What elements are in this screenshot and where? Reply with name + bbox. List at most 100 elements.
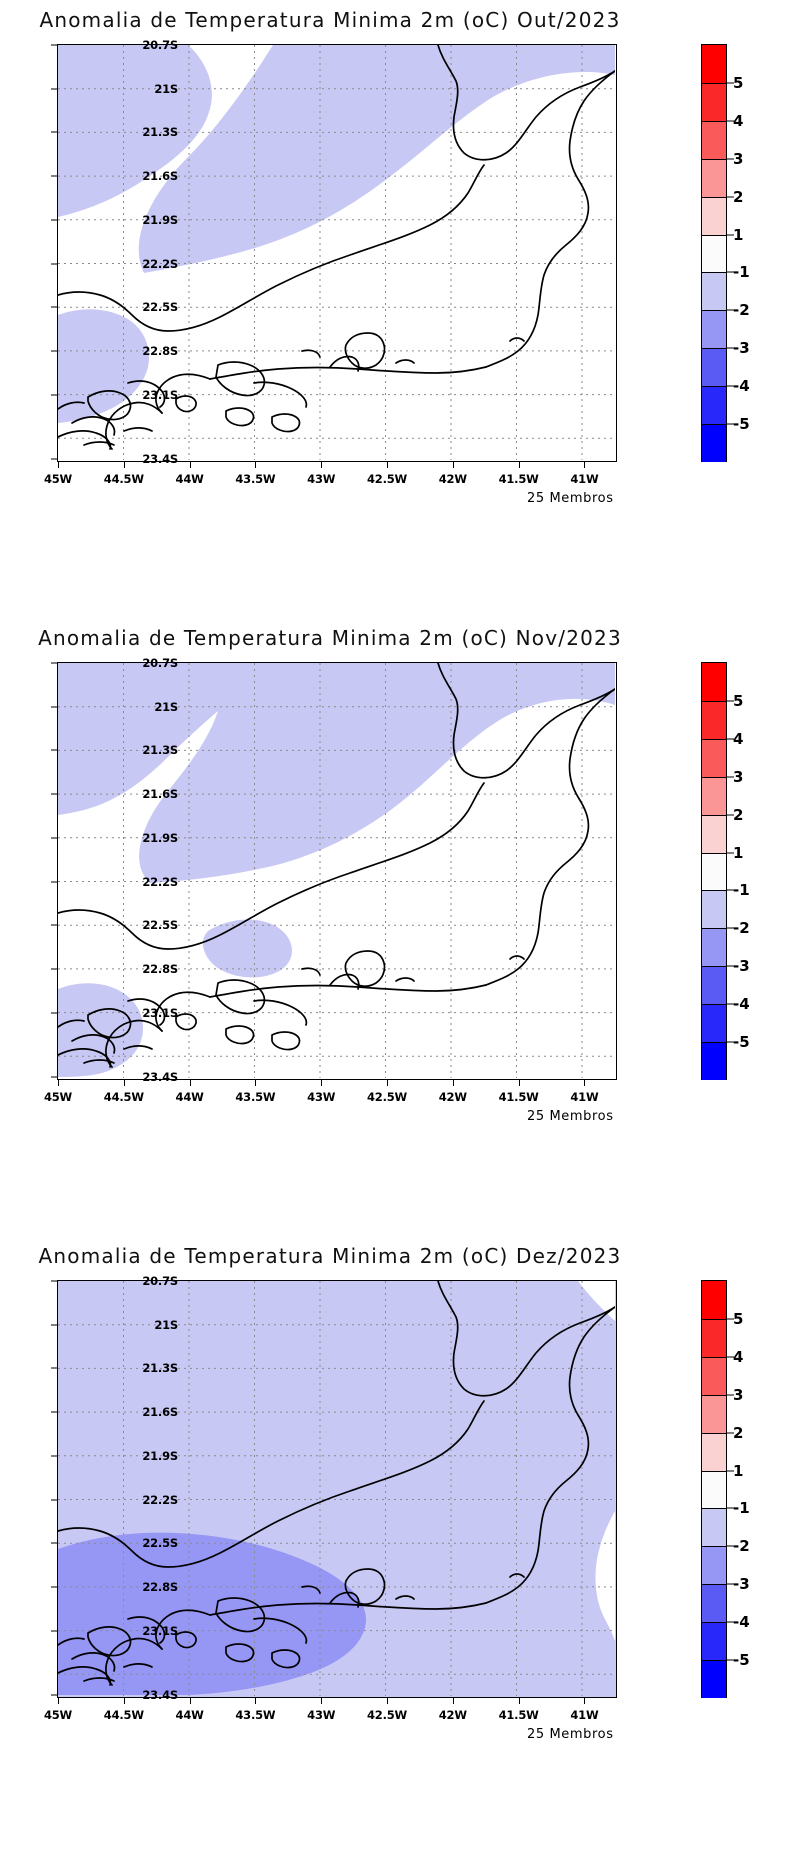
anomaly-shape-minus2 <box>58 45 212 217</box>
y-axis-label: 23.4S <box>142 452 178 466</box>
anomaly-shape-minus2-c <box>58 983 144 1077</box>
x-axis-label: 43W <box>307 1708 336 1722</box>
colorbar-tick <box>727 1003 734 1005</box>
map-canvas <box>58 1281 616 1697</box>
y-axis-tick <box>51 175 57 177</box>
y-axis-tick <box>51 968 57 970</box>
colorbar-tick <box>727 423 734 425</box>
x-axis-tick <box>255 1080 257 1086</box>
colorbar-tick <box>727 385 734 387</box>
x-axis-tick <box>321 1698 323 1704</box>
colorbar-label: 3 <box>733 1386 744 1404</box>
y-axis-label: 23.4S <box>142 1070 178 1084</box>
colorbar-segment <box>702 966 726 1004</box>
map-svg <box>58 1281 615 1696</box>
y-axis-tick <box>51 1411 57 1413</box>
y-axis-label: 23.1S <box>142 1005 178 1020</box>
y-axis-label: 21S <box>154 699 178 714</box>
x-axis-label: 42W <box>438 1708 467 1722</box>
colorbar-tick <box>727 347 734 349</box>
x-axis-tick <box>518 1698 520 1704</box>
colorbar-label: 1 <box>733 226 744 244</box>
x-axis-tick <box>518 462 520 468</box>
colorbar-label: -1 <box>733 263 750 281</box>
colorbar-label: -4 <box>733 1613 750 1631</box>
colorbar-segment <box>702 663 726 701</box>
y-axis-label: 23.4S <box>142 1688 178 1702</box>
colorbar-label: 1 <box>733 1462 744 1480</box>
colorbar-segment <box>702 739 726 777</box>
y-axis-tick <box>51 1586 57 1588</box>
y-axis-tick <box>51 1076 57 1078</box>
x-axis-tick <box>255 1698 257 1704</box>
x-axis-tick <box>518 1080 520 1086</box>
y-axis-label: 21.6S <box>142 787 178 802</box>
y-axis-tick <box>51 1542 57 1544</box>
map-svg <box>58 663 615 1078</box>
y-axis-tick <box>51 881 57 882</box>
x-axis-label: 43W <box>307 1090 336 1104</box>
map-canvas <box>58 45 616 461</box>
y-axis-tick <box>51 706 57 708</box>
colorbar-label: 1 <box>733 844 744 862</box>
map-plot <box>57 662 617 1080</box>
colorbar-tick <box>727 271 734 273</box>
y-axis-label: 23.1S <box>142 387 178 402</box>
y-axis-tick <box>51 1694 57 1696</box>
colorbar-label: -3 <box>733 339 750 357</box>
y-axis-tick <box>51 219 57 221</box>
x-axis-label: 41W <box>570 1090 599 1104</box>
y-axis-tick <box>51 793 57 795</box>
colorbar-label: 2 <box>733 188 744 206</box>
colorbar-label: 5 <box>733 74 744 92</box>
colorbar-tick <box>727 1545 734 1547</box>
colorbar-segment <box>702 890 726 928</box>
colorbar <box>701 1280 727 1698</box>
colorbar-segment <box>702 1042 726 1080</box>
x-axis-label: 44W <box>175 1090 204 1104</box>
y-axis-tick <box>51 1455 57 1457</box>
colorbar-label: -1 <box>733 1499 750 1517</box>
colorbar-segment <box>702 197 726 235</box>
x-axis-tick <box>123 462 125 468</box>
panel-out2023: Anomalia de Temperatura Minima 2m (oC) O… <box>0 0 800 618</box>
colorbar-tick <box>727 700 734 702</box>
colorbar-segment <box>702 701 726 739</box>
panel-nov2023: Anomalia de Temperatura Minima 2m (oC) N… <box>0 618 800 1236</box>
colorbar-label: -5 <box>733 1651 750 1669</box>
colorbar-tick <box>727 1041 734 1043</box>
y-axis-label: 22.5S <box>142 918 178 933</box>
map-canvas <box>58 663 616 1079</box>
y-axis-tick <box>51 458 57 460</box>
x-axis-label: 42W <box>438 472 467 486</box>
colorbar-label: 3 <box>733 768 744 786</box>
y-axis-label: 20.7S <box>142 1274 178 1288</box>
anomaly-shape-minus2-c <box>58 309 149 423</box>
panel-title: Anomalia de Temperatura Minima 2m (oC) N… <box>38 626 622 650</box>
y-axis-tick <box>51 263 57 264</box>
y-axis-label: 22.5S <box>142 300 178 315</box>
colorbar-tick <box>727 1470 734 1472</box>
colorbar-label: -5 <box>733 415 750 433</box>
colorbar-segment <box>702 348 726 386</box>
x-axis-label: 43.5W <box>235 472 276 486</box>
colorbar-segment <box>702 1004 726 1042</box>
colorbar-tick <box>727 1621 734 1623</box>
y-axis-label: 21.6S <box>142 1405 178 1420</box>
x-axis-tick <box>189 1698 191 1704</box>
y-axis-tick <box>51 924 57 926</box>
colorbar-segment <box>702 235 726 272</box>
colorbar-segment <box>702 928 726 966</box>
x-axis-label: 41W <box>570 472 599 486</box>
y-axis-label: 20.7S <box>142 38 178 52</box>
y-axis-tick <box>51 306 57 308</box>
y-axis-tick <box>51 1280 57 1282</box>
y-axis-tick <box>51 131 57 133</box>
colorbar-tick <box>727 158 734 160</box>
x-axis-label: 44W <box>175 1708 204 1722</box>
colorbar-segment <box>702 1357 726 1395</box>
y-axis-tick <box>51 1630 57 1632</box>
y-axis-label: 22.2S <box>142 1492 178 1507</box>
y-axis-tick <box>51 1324 57 1326</box>
colorbar <box>701 662 727 1080</box>
